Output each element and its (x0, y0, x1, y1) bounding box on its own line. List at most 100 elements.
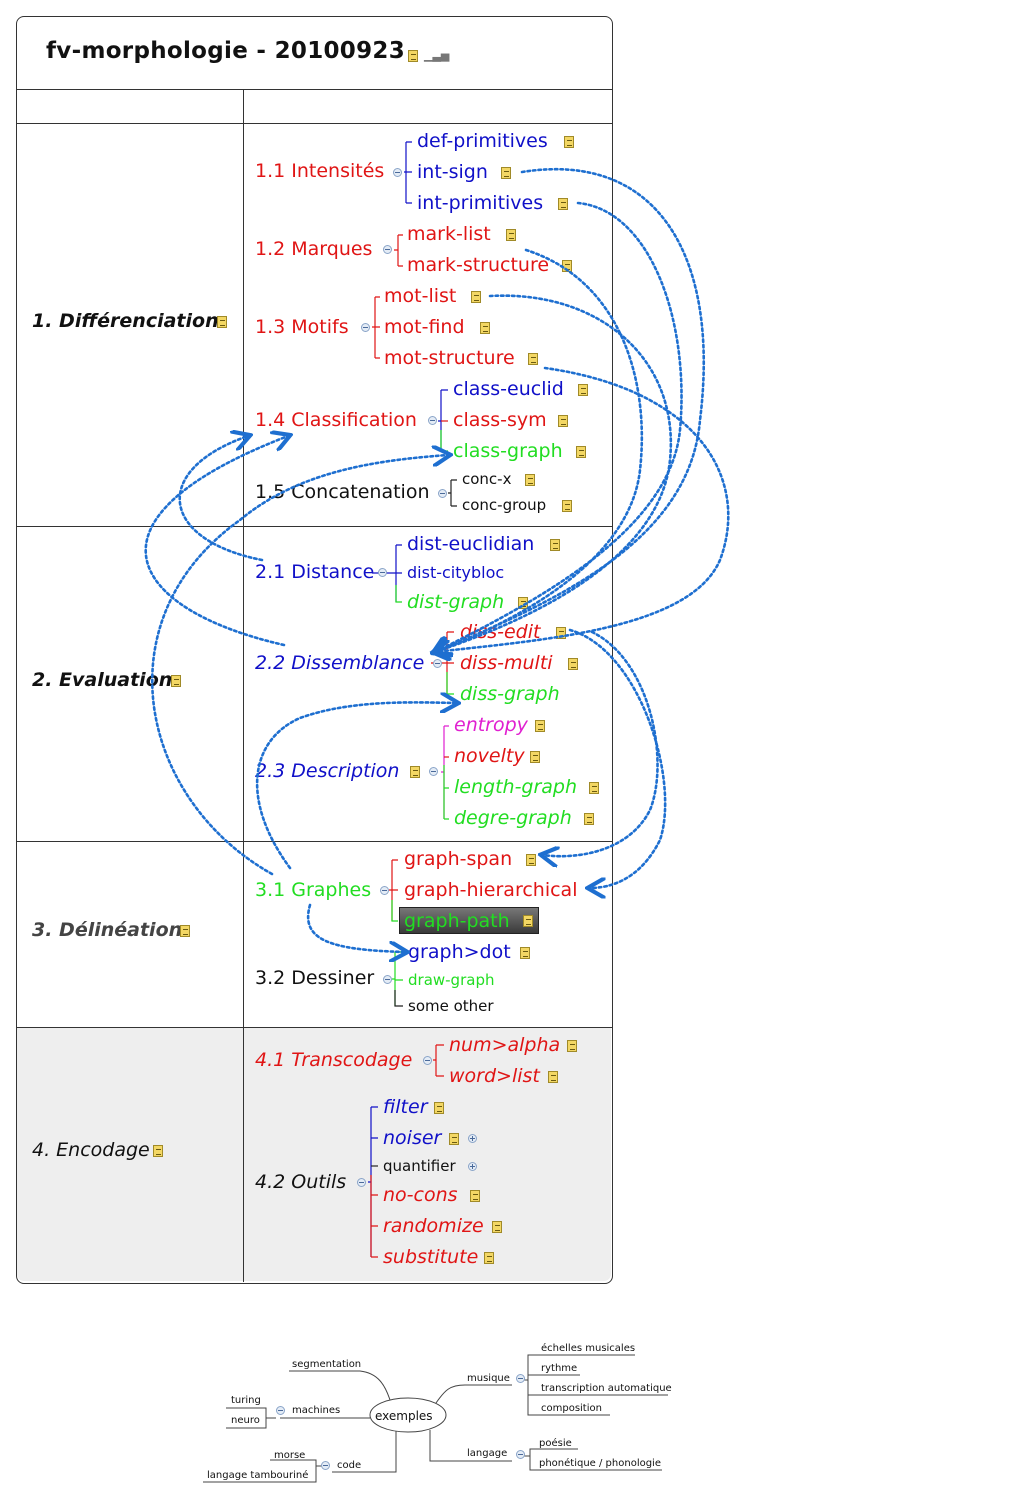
note-icon[interactable] (526, 854, 536, 866)
topic-label[interactable]: entropy (454, 714, 528, 736)
note-icon[interactable] (528, 353, 538, 365)
subtopic-label[interactable]: 2.3 Description (255, 760, 400, 782)
mindmap-topic[interactable]: poésie (539, 1438, 572, 1449)
mindmap-topic[interactable]: transcription automatique (541, 1383, 672, 1394)
topic-label[interactable]: degre-graph (454, 807, 572, 829)
note-icon[interactable] (589, 782, 599, 794)
topic-label[interactable]: mot-list (384, 285, 457, 307)
topic-label[interactable]: dist-euclidian (407, 533, 535, 555)
subtopic-label[interactable]: 1.4 Classification (255, 409, 417, 431)
mindmap-topic[interactable]: langage (467, 1448, 508, 1459)
subtopic-label[interactable]: 1.1 Intensités (255, 160, 385, 182)
note-icon[interactable] (492, 1221, 502, 1233)
note-icon[interactable] (410, 766, 420, 778)
note-icon[interactable] (180, 925, 190, 937)
topic-label[interactable]: mark-structure (407, 254, 550, 276)
section-label[interactable]: 3. Délinéation (32, 919, 183, 941)
topic-label[interactable]: graph>dot (408, 941, 511, 963)
note-icon[interactable] (434, 1102, 444, 1114)
collapse-circle-icon[interactable] (361, 323, 370, 332)
mindmap-topic[interactable]: neuro (231, 1415, 260, 1426)
subtopic-label[interactable]: 1.5 Concatenation (255, 481, 430, 503)
topic-label[interactable]: no-cons (383, 1184, 458, 1206)
topic-label-selected[interactable]: graph-path (404, 910, 510, 932)
collapse-circle-icon[interactable] (428, 416, 437, 425)
collapse-circle-icon[interactable] (357, 1178, 366, 1187)
topic-label[interactable]: conc-group (462, 496, 547, 514)
note-icon[interactable] (548, 1071, 558, 1083)
topic-label[interactable]: word>list (449, 1065, 540, 1087)
collapse-circle-icon[interactable] (378, 568, 387, 577)
note-icon[interactable] (449, 1133, 459, 1145)
collapse-circle-icon[interactable] (383, 245, 392, 254)
topic-label[interactable]: int-sign (417, 161, 488, 183)
note-icon[interactable] (562, 500, 572, 512)
subtopic-label[interactable]: 1.3 Motifs (255, 316, 349, 338)
collapse-circle-icon[interactable] (383, 975, 392, 984)
mindmap-topic[interactable]: segmentation (292, 1359, 362, 1370)
topic-label[interactable]: num>alpha (449, 1034, 561, 1056)
note-icon[interactable] (576, 446, 586, 458)
note-icon[interactable] (217, 316, 227, 328)
topic-label[interactable]: mot-structure (384, 347, 515, 369)
collapse-circle-icon[interactable] (438, 489, 447, 498)
topic-label[interactable]: class-graph (453, 440, 563, 462)
mindmap-topic[interactable]: phonétique / phonologie (539, 1458, 661, 1469)
expand-circle-icon[interactable] (468, 1162, 477, 1171)
topic-label[interactable]: novelty (454, 745, 525, 767)
note-icon[interactable] (530, 751, 540, 763)
note-icon[interactable] (471, 291, 481, 303)
mindmap-topic[interactable]: musique (467, 1373, 510, 1384)
topic-label[interactable]: randomize (383, 1215, 484, 1237)
note-icon[interactable] (470, 1190, 480, 1202)
topic-label[interactable]: graph-span (404, 848, 513, 870)
topic-label[interactable]: mot-find (384, 316, 465, 338)
note-icon[interactable] (506, 229, 516, 241)
note-icon[interactable] (480, 322, 490, 334)
note-icon[interactable] (484, 1252, 494, 1264)
section-label[interactable]: 1. Différenciation (32, 310, 219, 332)
note-icon[interactable] (520, 947, 530, 959)
topic-label[interactable]: draw-graph (408, 971, 495, 989)
topic-label[interactable]: int-primitives (417, 192, 544, 214)
subtopic-label[interactable]: 3.1 Graphes (255, 879, 372, 901)
note-icon[interactable] (525, 474, 535, 486)
section-label[interactable]: 4. Encodage (32, 1139, 150, 1161)
mindmap-topic[interactable]: échelles musicales (541, 1343, 636, 1354)
note-icon[interactable] (171, 675, 181, 687)
collapse-circle-icon[interactable] (393, 168, 402, 177)
chart-icon[interactable]: ▁▃▅ (424, 49, 450, 62)
collapse-circle-icon[interactable] (516, 1374, 525, 1383)
topic-label[interactable]: diss-graph (460, 683, 560, 705)
topic-label[interactable]: conc-x (462, 470, 512, 488)
mindmap-topic[interactable]: morse (274, 1450, 306, 1461)
collapse-circle-icon[interactable] (276, 1406, 285, 1415)
subtopic-label[interactable]: 1.2 Marques (255, 238, 373, 260)
note-icon[interactable] (501, 167, 511, 179)
mindmap-topic[interactable]: machines (292, 1405, 341, 1416)
note-icon[interactable] (518, 597, 528, 609)
collapse-circle-icon[interactable] (423, 1056, 432, 1065)
expand-circle-icon[interactable] (468, 1134, 477, 1143)
topic-label[interactable]: length-graph (454, 776, 578, 798)
note-icon[interactable] (578, 384, 588, 396)
collapse-circle-icon[interactable] (516, 1450, 525, 1459)
mindmap-topic[interactable]: turing (231, 1395, 261, 1406)
collapse-circle-icon[interactable] (321, 1461, 330, 1470)
subtopic-label[interactable]: 2.1 Distance (255, 561, 375, 583)
topic-label[interactable]: diss-multi (460, 652, 553, 674)
topic-label[interactable]: class-sym (453, 409, 547, 431)
note-icon[interactable] (568, 658, 578, 670)
topic-label[interactable]: def-primitives (417, 130, 548, 152)
note-icon[interactable] (153, 1145, 163, 1157)
note-icon[interactable] (408, 50, 418, 62)
subtopic-label[interactable]: 4.1 Transcodage (255, 1049, 413, 1071)
topic-label[interactable]: some other (408, 997, 494, 1015)
note-icon[interactable] (535, 720, 545, 732)
mindmap-central-topic[interactable]: exemples (375, 1409, 433, 1423)
note-icon[interactable] (558, 415, 568, 427)
mindmap-topic[interactable]: rythme (541, 1363, 578, 1374)
collapse-circle-icon[interactable] (380, 886, 389, 895)
topic-label[interactable]: graph-hierarchical (404, 879, 578, 901)
topic-label[interactable]: quantifier (383, 1157, 456, 1175)
